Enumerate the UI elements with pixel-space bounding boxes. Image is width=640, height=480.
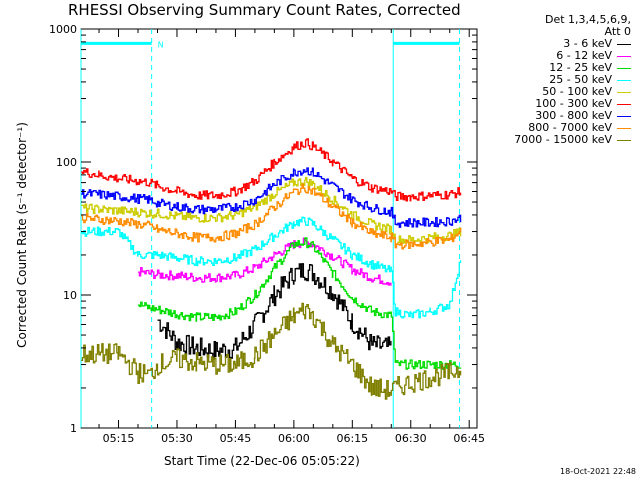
legend-swatch [617,115,631,117]
legend-swatch [617,79,631,81]
legend-attenuator: Att 0 [604,25,631,38]
legend-item-label: 6 - 12 keV [556,49,612,62]
legend-swatch [617,91,631,93]
legend-item: 6 - 12 keV [514,50,631,62]
series-line [157,263,392,361]
x-tick-label: 06:30 [395,432,427,445]
y-tick-label: 1 [70,422,77,435]
legend-swatch [617,139,631,141]
legend-detectors: Det 1,3,4,5,6,9, [544,13,631,26]
legend-item: 25 - 50 keV [514,74,631,86]
y-tick-label: 100 [56,156,77,169]
x-tick-label: 05:45 [220,432,252,445]
legend-item: 3 - 6 keV [514,38,631,50]
legend-swatch [617,55,631,57]
legend-item: 300 - 800 keV [514,110,631,122]
x-axis-label: Start Time (22-Dec-06 05:05:22) [164,454,360,468]
legend-item-label: 12 - 25 keV [549,61,612,74]
y-tick-label: 1000 [49,23,77,36]
legend-item-label: 800 - 7000 keV [528,121,612,134]
legend-swatch [617,103,631,105]
series-line [138,237,462,370]
series-line [81,302,462,400]
legend-item-label: 100 - 300 keV [535,97,612,110]
series-line [81,216,462,319]
legend-item-label: 50 - 100 keV [542,85,612,98]
legend-swatch [617,67,631,69]
legend: Det 1,3,4,5,6,9, Att 0 3 - 6 keV 6 - 12 k… [514,14,631,146]
legend-item: 50 - 100 keV [514,86,631,98]
chart-title: RHESSI Observing Summary Count Rates, Co… [68,1,461,19]
generation-timestamp: 18-Oct-2021 22:48 [560,467,636,476]
x-tick-label: 06:45 [453,432,485,445]
x-tick-label: 05:15 [103,432,135,445]
legend-swatch [617,43,631,45]
x-tick-label: 06:00 [278,432,310,445]
legend-item-label: 3 - 6 keV [563,37,612,50]
y-tick-label: 10 [63,289,77,302]
axis-ticks: 05:15 05:30 05:45 06:00 06:15 06:30 06:45 1 10 10… [49,23,485,445]
legend-swatch [617,127,631,129]
legend-item: 7000 - 15000 keV [514,134,631,146]
series-line [81,167,462,228]
legend-items: 3 - 6 keV 6 - 12 keV 12 - 25 keV 25 - 50 ke… [514,38,631,146]
flag-label: N [158,40,164,49]
series-lines [81,138,462,400]
series-line [138,237,392,286]
legend-item-label: 25 - 50 keV [549,73,612,86]
x-tick-label: 05:30 [161,432,193,445]
legend-item-label: 300 - 800 keV [535,109,612,122]
series-line [81,183,462,250]
series-line [81,138,462,202]
y-axis-label: Corrected Count Rate (s⁻¹ detector⁻¹) [15,122,29,348]
legend-item-label: 7000 - 15000 keV [514,133,612,146]
legend-item: 100 - 300 keV [514,98,631,110]
legend-item: 800 - 7000 keV [514,122,631,134]
legend-item: 12 - 25 keV [514,62,631,74]
x-tick-label: 06:15 [336,432,368,445]
